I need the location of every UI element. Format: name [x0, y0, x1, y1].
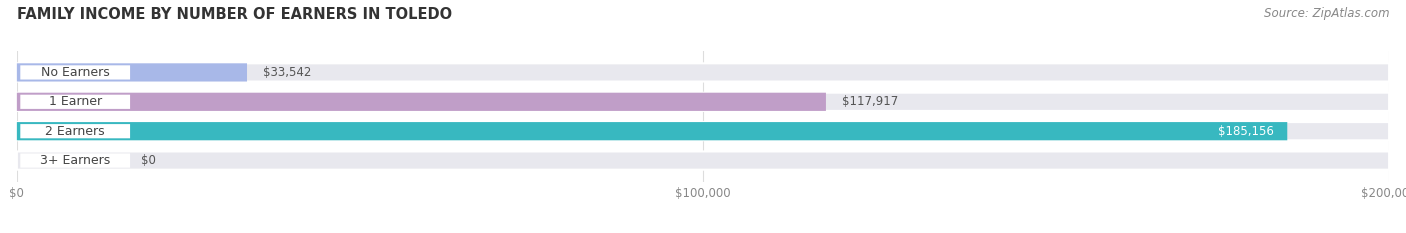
Text: $0: $0 [141, 154, 156, 167]
FancyBboxPatch shape [17, 93, 1389, 111]
FancyBboxPatch shape [17, 63, 247, 82]
Text: Source: ZipAtlas.com: Source: ZipAtlas.com [1264, 7, 1389, 20]
FancyBboxPatch shape [17, 122, 1389, 140]
Text: $117,917: $117,917 [842, 95, 898, 108]
FancyBboxPatch shape [17, 63, 1389, 82]
FancyBboxPatch shape [17, 93, 825, 111]
Text: FAMILY INCOME BY NUMBER OF EARNERS IN TOLEDO: FAMILY INCOME BY NUMBER OF EARNERS IN TO… [17, 7, 451, 22]
FancyBboxPatch shape [17, 151, 1389, 170]
Text: No Earners: No Earners [41, 66, 110, 79]
FancyBboxPatch shape [20, 95, 131, 109]
FancyBboxPatch shape [20, 124, 131, 138]
Text: $33,542: $33,542 [263, 66, 312, 79]
Text: $185,156: $185,156 [1218, 125, 1274, 138]
Text: 1 Earner: 1 Earner [49, 95, 101, 108]
FancyBboxPatch shape [20, 154, 131, 168]
Text: 3+ Earners: 3+ Earners [39, 154, 110, 167]
FancyBboxPatch shape [17, 122, 1288, 140]
FancyBboxPatch shape [20, 65, 131, 79]
Text: 2 Earners: 2 Earners [45, 125, 105, 138]
